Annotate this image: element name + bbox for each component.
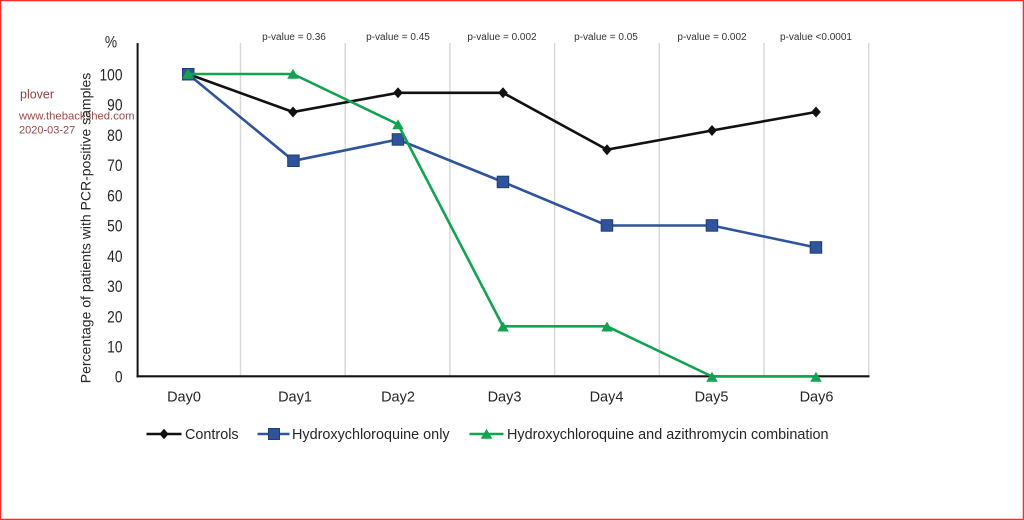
svg-text:www.thebackshed.com: www.thebackshed.com — [18, 111, 135, 123]
svg-text:0: 0 — [115, 368, 123, 387]
svg-text:Day6: Day6 — [800, 390, 834, 406]
svg-text:2020-03-27: 2020-03-27 — [19, 125, 75, 137]
svg-text:Percentage of patients with PC: Percentage of patients with PCR-positive… — [78, 73, 94, 383]
svg-text:Hydroxychloroquine and azithro: Hydroxychloroquine and azithromycin comb… — [507, 427, 829, 443]
svg-text:p-value = 0.002: p-value = 0.002 — [467, 32, 537, 43]
svg-text:Hydroxychloroquine only: Hydroxychloroquine only — [292, 427, 450, 443]
svg-text:20: 20 — [107, 308, 122, 327]
svg-text:60: 60 — [107, 187, 122, 206]
svg-text:p-value = 0.45: p-value = 0.45 — [366, 32, 430, 43]
svg-text:plover: plover — [20, 88, 54, 102]
svg-text:10: 10 — [107, 338, 122, 357]
svg-text:30: 30 — [107, 278, 122, 297]
svg-text:%: % — [105, 33, 118, 52]
svg-text:Day2: Day2 — [381, 390, 415, 406]
svg-text:p-value <0.0001: p-value <0.0001 — [780, 32, 852, 43]
svg-text:Day5: Day5 — [695, 390, 729, 406]
svg-text:Day3: Day3 — [488, 390, 522, 406]
svg-text:p-value = 0.36: p-value = 0.36 — [262, 32, 326, 43]
svg-text:p-value = 0.05: p-value = 0.05 — [574, 32, 638, 43]
svg-text:80: 80 — [107, 127, 122, 146]
svg-text:100: 100 — [100, 66, 123, 85]
svg-text:Day1: Day1 — [278, 390, 312, 406]
svg-text:70: 70 — [107, 157, 122, 176]
svg-text:p-value = 0.002: p-value = 0.002 — [677, 32, 747, 43]
svg-text:50: 50 — [107, 217, 122, 236]
svg-text:Controls: Controls — [185, 427, 239, 443]
svg-text:90: 90 — [107, 96, 122, 115]
svg-text:40: 40 — [107, 248, 122, 267]
svg-text:Day4: Day4 — [590, 390, 624, 406]
svg-text:Day0: Day0 — [167, 390, 201, 406]
